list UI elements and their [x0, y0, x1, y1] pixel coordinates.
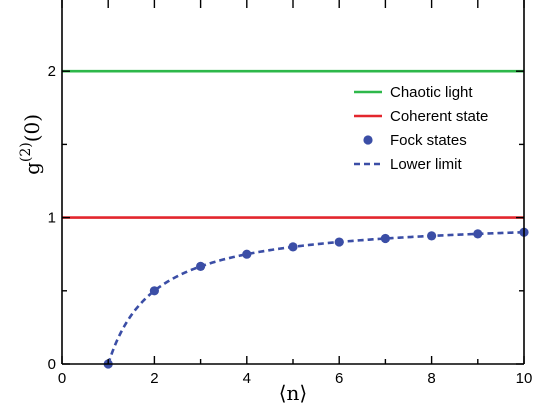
x-tick-label: 10 — [516, 370, 533, 387]
legend-label: Coherent state — [390, 108, 488, 125]
fock-state-point — [196, 261, 206, 271]
legend-item: Lower limit — [354, 156, 463, 173]
fock-state-point — [427, 231, 437, 241]
legend-item: Fock states — [363, 132, 467, 149]
legend-label: Lower limit — [390, 156, 463, 173]
x-tick-label: 2 — [150, 370, 158, 387]
legend-label: Fock states — [390, 132, 467, 149]
y-axis-label: g(2)(0) — [18, 114, 44, 175]
legend-item: Chaotic light — [354, 84, 473, 101]
legend-label: Chaotic light — [390, 84, 473, 101]
x-tick-label: 6 — [335, 370, 343, 387]
fock-state-point — [380, 233, 390, 244]
fock-state-point — [473, 229, 483, 239]
x-axis-label: ⟨n⟩ — [279, 381, 308, 405]
x-tick-label: 0 — [58, 370, 66, 387]
series-line-lower-limit — [106, 230, 525, 365]
fock-state-point — [288, 242, 298, 252]
fock-state-point — [242, 249, 252, 259]
y-axis-label-base: g — [20, 162, 44, 175]
y-axis-label-sup: (2) — [18, 142, 34, 162]
x-tick-label: 8 — [427, 370, 435, 387]
fock-state-point — [149, 286, 159, 296]
y-tick-label: 0 — [48, 356, 56, 373]
y-axis-label-arg: (0) — [20, 114, 44, 142]
legend-swatch — [363, 135, 373, 145]
legend-item: Coherent state — [354, 108, 488, 125]
fock-state-point — [334, 237, 344, 247]
y-tick-label: 1 — [48, 210, 56, 227]
y-tick-label: 2 — [48, 63, 56, 80]
x-tick-label: 4 — [243, 370, 251, 387]
